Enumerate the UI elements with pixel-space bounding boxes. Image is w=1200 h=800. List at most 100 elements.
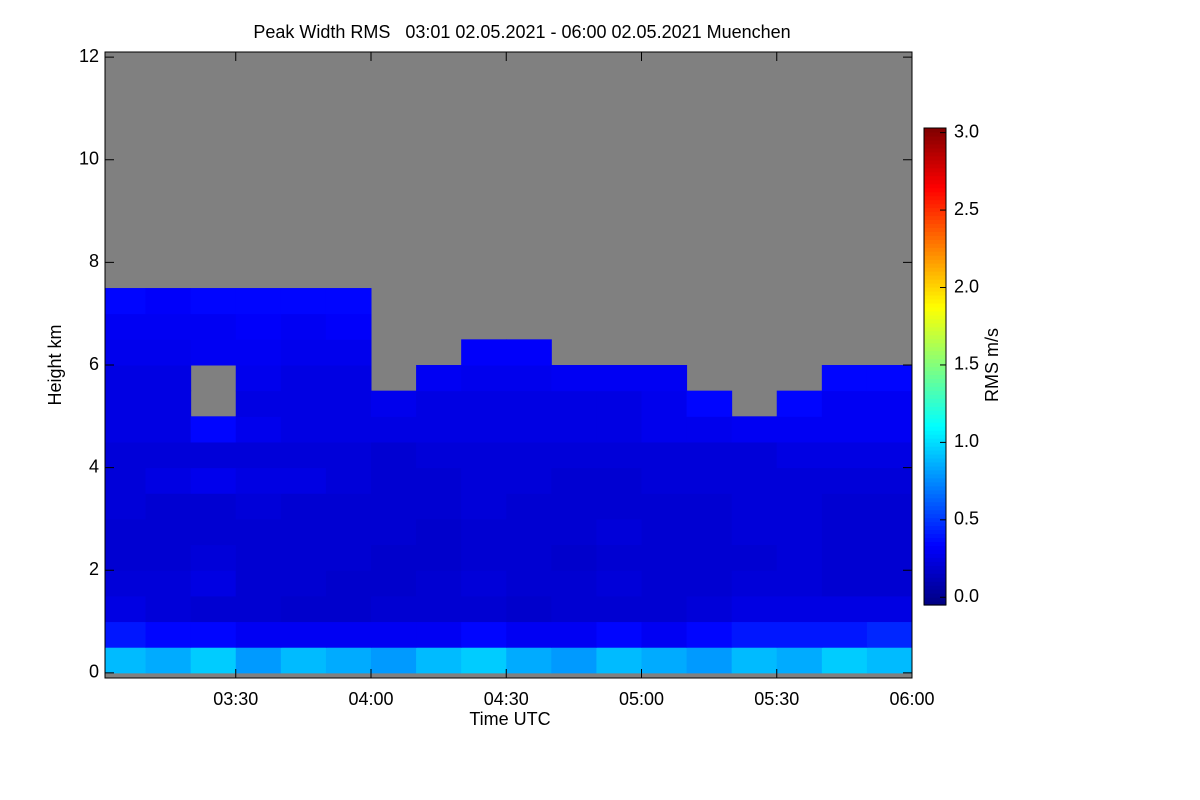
heatmap-cell — [416, 647, 462, 674]
heatmap-cell — [821, 544, 868, 571]
colorbar-segment — [924, 219, 946, 224]
colorbar-segment — [924, 541, 946, 546]
heatmap-cell — [416, 518, 462, 546]
heatmap-cell — [145, 339, 192, 366]
y-tick-label: 12 — [79, 46, 99, 66]
heatmap-cell — [821, 570, 868, 597]
heatmap-cell — [731, 518, 778, 546]
heatmap-cell — [145, 390, 192, 417]
heatmap-cell — [686, 493, 733, 520]
heatmap-cell — [866, 570, 912, 597]
heatmap-cell — [325, 647, 372, 674]
heatmap-cell — [731, 544, 778, 571]
heatmap-cell — [821, 518, 868, 546]
colorbar-segment — [924, 394, 946, 399]
colorbar-segment — [924, 581, 946, 586]
colorbar-segment — [924, 434, 946, 439]
colorbar-segment — [924, 370, 946, 376]
heatmap-cell — [731, 467, 778, 494]
colorbar-segment — [924, 509, 946, 515]
colorbar-segment — [924, 310, 946, 316]
colorbar-segment — [924, 485, 946, 491]
colorbar-segment — [924, 139, 946, 145]
colorbar — [924, 128, 946, 606]
colorbar-segment — [924, 358, 946, 364]
colorbar-segment — [924, 585, 946, 590]
colorbar-segment — [924, 557, 946, 562]
colorbar-segment — [924, 362, 946, 368]
colorbar-segment — [924, 442, 946, 447]
colorbar-segment — [924, 290, 946, 296]
heatmap-cell — [821, 467, 868, 494]
heatmap-cell — [776, 621, 823, 648]
colorbar-segment — [924, 298, 946, 304]
heatmap-cell — [416, 441, 462, 469]
colorbar-segment — [924, 402, 946, 407]
heatmap-cell — [506, 441, 552, 469]
colorbar-segment — [924, 128, 946, 133]
heatmap-cell — [235, 390, 282, 417]
heatmap-cell — [145, 313, 192, 340]
heatmap-cell — [145, 570, 192, 597]
heatmap-cell — [145, 365, 192, 392]
colorbar-segment — [924, 275, 946, 280]
colorbar-segment — [924, 199, 946, 205]
heatmap-cell — [280, 288, 327, 315]
colorbar-segment — [924, 529, 946, 535]
heatmap-cell — [416, 493, 462, 520]
colorbar-segment — [924, 235, 946, 240]
heatmap-cell — [190, 647, 237, 674]
heatmap-cell — [325, 288, 372, 315]
heatmap-cell — [416, 365, 462, 392]
heatmap-cell — [461, 339, 507, 366]
colorbar-segment — [924, 263, 946, 268]
heatmap-cell — [325, 441, 372, 469]
heatmap-cell — [596, 493, 642, 520]
colorbar-segment — [924, 601, 946, 606]
colorbar-segment — [924, 446, 946, 451]
heatmap-cell — [145, 621, 192, 648]
heatmap-cell — [235, 647, 282, 674]
colorbar-segment — [924, 302, 946, 308]
colorbar-segment — [924, 497, 946, 503]
colorbar-segment — [924, 211, 946, 217]
heatmap-cell — [596, 518, 642, 546]
colorbar-segment — [924, 215, 946, 221]
heatmap-cell — [325, 467, 372, 494]
colorbar-segment — [924, 271, 946, 276]
chart-title: Peak Width RMS 03:01 02.05.2021 - 06:00 … — [253, 22, 790, 42]
heatmap-cell — [370, 467, 417, 494]
colorbar-segment — [924, 593, 946, 598]
colorbar-segment — [924, 183, 946, 189]
heatmap-cell — [641, 390, 688, 417]
heatmap-cell — [686, 518, 733, 546]
colorbar-segment — [924, 457, 946, 463]
heatmap-cell — [280, 416, 327, 443]
heatmap-cell — [105, 339, 147, 366]
colorbar-segment — [924, 569, 946, 574]
colorbar-segment — [924, 449, 946, 455]
heatmap-cell — [731, 416, 778, 443]
heatmap-cell — [776, 544, 823, 571]
heatmap-cell — [190, 621, 237, 648]
colorbar-segment — [924, 326, 946, 332]
heatmap-cell — [105, 595, 147, 623]
heatmap-cell — [776, 570, 823, 597]
heatmap-cell — [776, 493, 823, 520]
heatmap-cell — [105, 288, 147, 315]
heatmap-cell — [506, 365, 552, 392]
colorbar-segment — [924, 231, 946, 236]
heatmap-cell — [235, 365, 282, 392]
heatmap-cell — [866, 441, 912, 469]
heatmap-cell — [641, 416, 688, 443]
heatmap-cell — [686, 441, 733, 469]
heatmap-cell — [776, 467, 823, 494]
heatmap-cell — [686, 390, 733, 417]
colorbar-label: RMS m/s — [982, 328, 1002, 402]
heatmap-cell — [731, 647, 778, 674]
heatmap-cell — [235, 313, 282, 340]
heatmap-cell — [370, 493, 417, 520]
colorbar-segment — [924, 473, 946, 479]
colorbar-segment — [924, 382, 946, 387]
heatmap-cell — [235, 621, 282, 648]
